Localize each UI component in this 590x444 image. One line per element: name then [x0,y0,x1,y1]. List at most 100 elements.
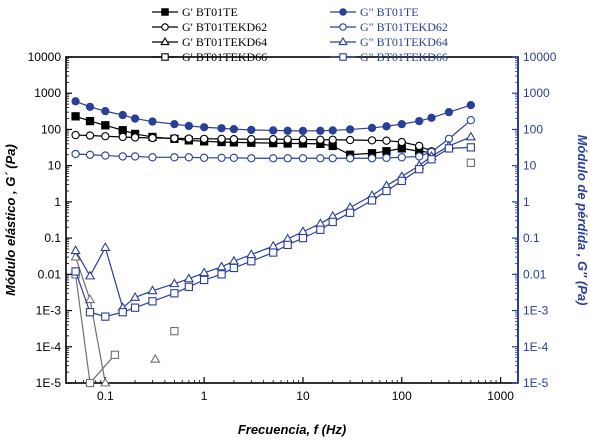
data-point [130,114,140,123]
left-y-tick-label: 1 [54,195,61,209]
data-point [216,261,227,271]
data-point [316,126,325,135]
legend-label: G' BT01TEKD66 [182,50,267,64]
left-y-axis-title: Módulo elástico , G´ (Pa) [3,144,18,296]
data-point [118,152,127,161]
data-point [268,240,279,250]
left-y-tick-label: 10 [48,159,62,173]
series-9 [71,143,476,321]
data-point [110,350,120,359]
data-point [170,134,179,143]
data-point [415,116,424,126]
data-point [170,120,179,129]
data-point [71,97,80,106]
data-point [466,158,476,167]
data-point [183,273,194,283]
data-point [161,8,169,16]
data-point [316,225,325,234]
data-point [328,135,337,144]
data-point [397,153,406,162]
right-y-tick-label: 100 [523,122,543,136]
series-line [75,115,432,156]
data-point [170,289,179,298]
data-point [84,294,96,304]
data-point [184,153,193,162]
data-point [100,377,111,387]
series-line [75,146,471,318]
legend-entry: G' BT01TE [152,5,238,19]
data-point [382,122,391,131]
x-tick-label: 1000 [487,389,514,403]
right-y-axis-ticks: 1E-5 1E-4 1E-3 0.01 0.1 1 10 100 1000 10000 [512,50,557,390]
data-point [101,121,110,130]
data-point [465,131,477,141]
data-point [70,251,81,261]
data-point [229,263,239,273]
data-point [199,123,209,132]
data-point [150,353,161,363]
legend-entry: G' BT01TEKD66 [152,50,267,64]
data-point [345,125,355,134]
data-point [328,154,337,163]
data-point [298,126,308,136]
data-point [466,116,476,125]
data-point [269,154,278,163]
data-point [217,134,226,143]
data-point [382,186,391,196]
data-point [71,112,80,121]
data-point [85,378,95,388]
right-y-tick-label: 1E-5 [523,376,549,390]
data-point [247,134,256,144]
data-point [382,136,391,145]
data-point [229,124,239,134]
data-point [101,106,110,116]
left-y-tick-label: 1E-4 [36,340,62,354]
legend-label: G" BT01TEKD66 [360,50,448,64]
data-point [85,308,95,317]
data-point [161,23,169,31]
data-point [85,116,95,126]
data-point [130,152,140,161]
x-axis-title: Frecuencia, f (Hz) [238,422,346,437]
legend-entry: G" BT01TE [330,5,419,19]
data-point [427,155,436,164]
data-point [316,135,325,144]
data-point [101,151,110,160]
data-point [118,126,127,135]
series-6 [71,97,476,136]
data-point [415,165,424,174]
data-point [129,291,141,301]
data-point [70,245,81,255]
data-point [367,196,377,205]
data-point [199,153,209,162]
right-y-tick-label: 1000 [523,86,550,100]
legend-label: G' BT01TE [182,5,238,19]
data-point [184,134,193,143]
data-point [184,282,193,292]
data-point [217,153,226,162]
data-point [199,134,209,143]
data-point [199,275,209,285]
data-point [85,102,95,112]
data-point [71,149,80,159]
data-point [466,143,476,152]
data-point [283,240,292,250]
left-y-tick-label: 1000 [34,86,61,100]
data-point [427,113,436,122]
x-tick-label: 100 [392,389,412,403]
series-layer [70,97,477,388]
data-point [229,153,239,162]
data-point [283,126,292,135]
data-point [298,135,308,144]
x-tick-label: 1 [201,389,208,403]
data-point [298,233,308,243]
data-point [397,137,406,147]
series-2 [70,251,111,387]
data-point [269,248,278,257]
data-point [466,100,476,110]
data-point [444,108,454,117]
left-y-tick-label: 1E-3 [36,304,62,318]
data-point [101,132,110,141]
data-point [148,297,157,306]
data-point [269,126,278,135]
